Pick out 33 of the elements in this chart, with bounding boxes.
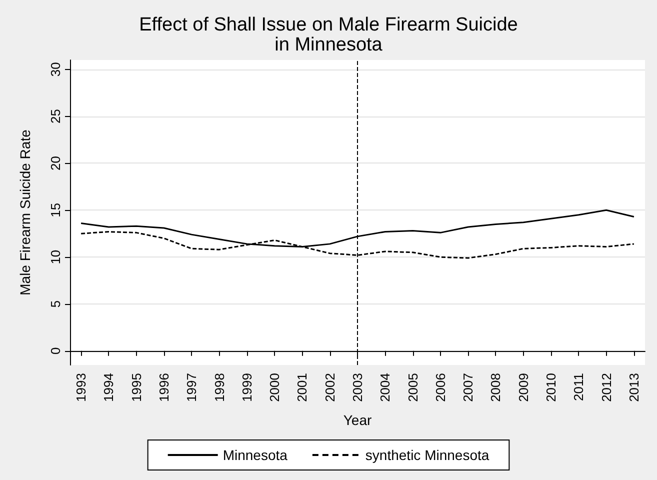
- legend-label: synthetic Minnesota: [365, 447, 490, 463]
- y-tick-label: 20: [48, 156, 63, 170]
- x-tick-label: 1995: [128, 373, 144, 402]
- y-tick-label: 0: [48, 347, 63, 355]
- y-tick-label: 10: [48, 250, 63, 264]
- x-tick-label: 2007: [460, 373, 476, 402]
- x-tick-label: 2004: [378, 373, 393, 402]
- x-tick-label: 1996: [156, 373, 172, 402]
- x-tick-label: 2000: [267, 373, 282, 402]
- x-tick-label: 1997: [184, 373, 200, 402]
- x-tick-label: 2011: [571, 373, 586, 401]
- x-tick-label: 2012: [598, 373, 614, 402]
- x-tick-label: 2005: [405, 373, 420, 402]
- y-tick-label: 30: [48, 62, 63, 77]
- y-tick-label: 5: [48, 300, 63, 308]
- x-tick-label: 2006: [432, 373, 448, 402]
- chart-title: Effect of Shall Issue on Male Firearm Suicide in Minnesota: [139, 14, 518, 56]
- x-tick-label: 1998: [212, 373, 227, 402]
- x-tick-label: 2009: [516, 373, 531, 402]
- legend-label: Minnesota: [222, 447, 288, 463]
- x-tick-label: 2013: [626, 373, 642, 402]
- y-tick-label: 25: [48, 109, 63, 124]
- x-tick-label: 2003: [350, 373, 365, 402]
- x-tick-label: 1993: [74, 373, 89, 402]
- x-tick-label: 2002: [322, 373, 338, 402]
- x-axis-title: Year: [343, 412, 372, 428]
- x-tick-label: 2001: [294, 373, 310, 402]
- y-tick-label: 15: [48, 202, 63, 218]
- x-tick-label: 2008: [488, 373, 504, 402]
- x-tick-label: 1994: [101, 373, 116, 402]
- x-tick-label: 2010: [544, 373, 559, 402]
- y-axis-title: Male Firearm Suicide Rate: [17, 129, 33, 296]
- x-tick-label: 1999: [239, 373, 254, 402]
